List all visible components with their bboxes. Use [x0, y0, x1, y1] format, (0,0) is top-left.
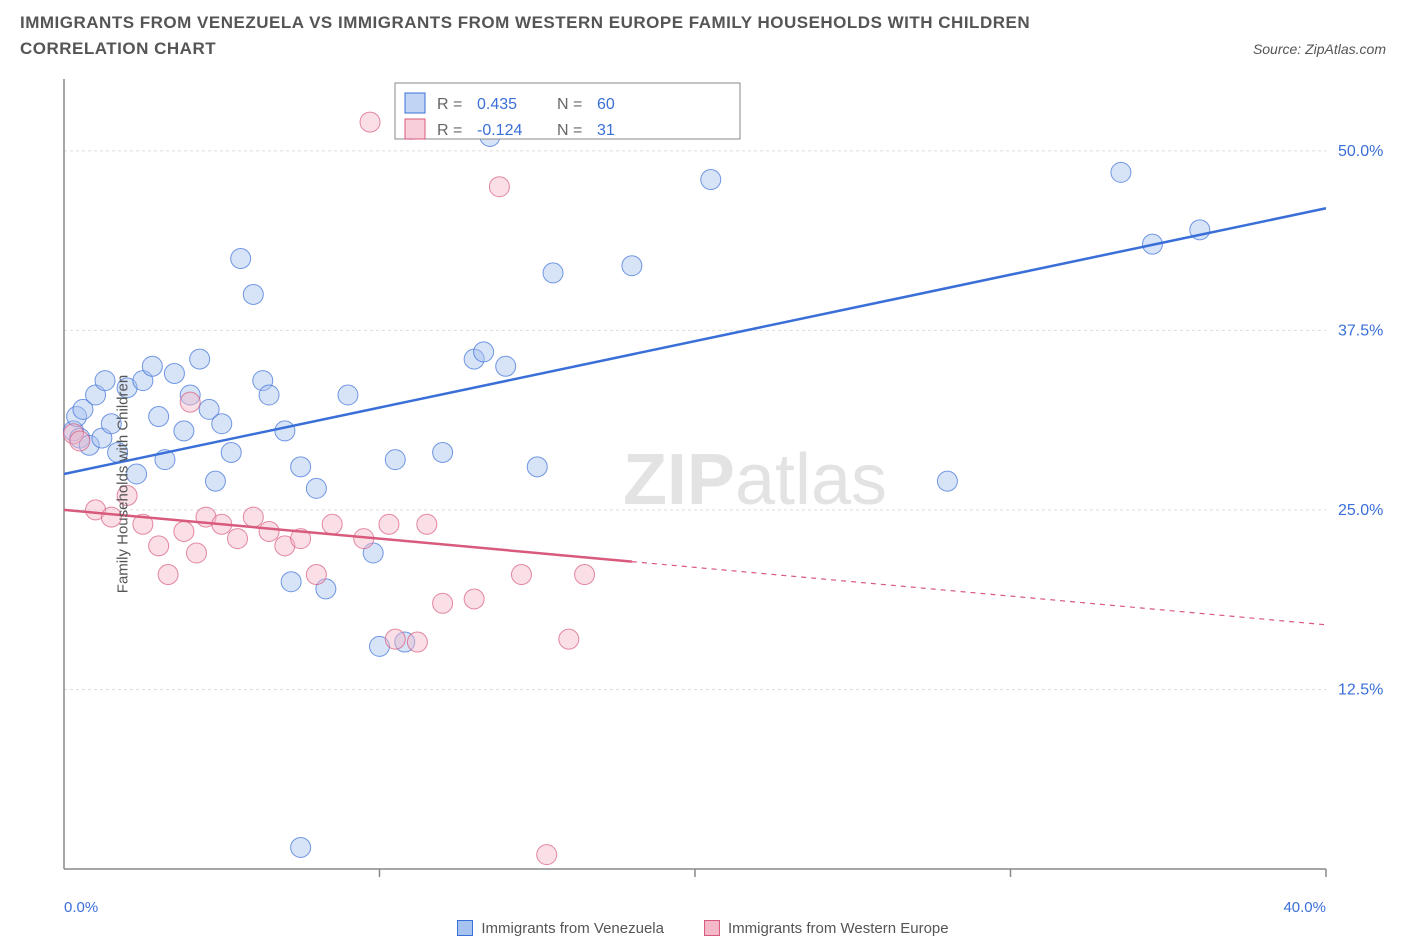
- legend-swatch: [457, 920, 473, 936]
- chart-container: Family Households with Children 12.5% 25.…: [20, 69, 1386, 899]
- svg-text:0.435: 0.435: [477, 96, 517, 113]
- legend-item: Immigrants from Venezuela: [457, 920, 664, 937]
- x-axis-endpoints: 0.0% 40.0%: [20, 899, 1386, 916]
- svg-text:31: 31: [597, 122, 615, 139]
- svg-text:25.0%: 25.0%: [1338, 502, 1383, 519]
- svg-text:R =: R =: [437, 122, 462, 139]
- legend-item: Immigrants from Western Europe: [704, 920, 949, 937]
- chart-title: IMMIGRANTS FROM VENEZUELA VS IMMIGRANTS …: [20, 10, 1120, 61]
- svg-text:ZIPatlas: ZIPatlas: [623, 440, 887, 520]
- y-axis-label: Family Households with Children: [115, 375, 132, 593]
- bottom-legend: Immigrants from Venezuela Immigrants from…: [20, 920, 1386, 937]
- svg-text:R =: R =: [437, 96, 462, 113]
- scatter-chart: 12.5% 25.0% 37.5% 50.0% ZIPatlas R = 0.435 N = 6…: [20, 69, 1386, 899]
- x-axis-min: 0.0%: [64, 899, 98, 916]
- svg-text:N =: N =: [557, 96, 582, 113]
- svg-text:60: 60: [597, 96, 615, 113]
- legend-swatch: [704, 920, 720, 936]
- x-axis-max: 40.0%: [1283, 899, 1326, 916]
- svg-text:50.0%: 50.0%: [1338, 143, 1383, 160]
- svg-text:12.5%: 12.5%: [1338, 681, 1383, 698]
- svg-text:-0.124: -0.124: [477, 122, 522, 139]
- svg-text:N =: N =: [557, 122, 582, 139]
- source-attribution: Source: ZipAtlas.com: [1253, 41, 1386, 57]
- svg-text:37.5%: 37.5%: [1338, 322, 1383, 339]
